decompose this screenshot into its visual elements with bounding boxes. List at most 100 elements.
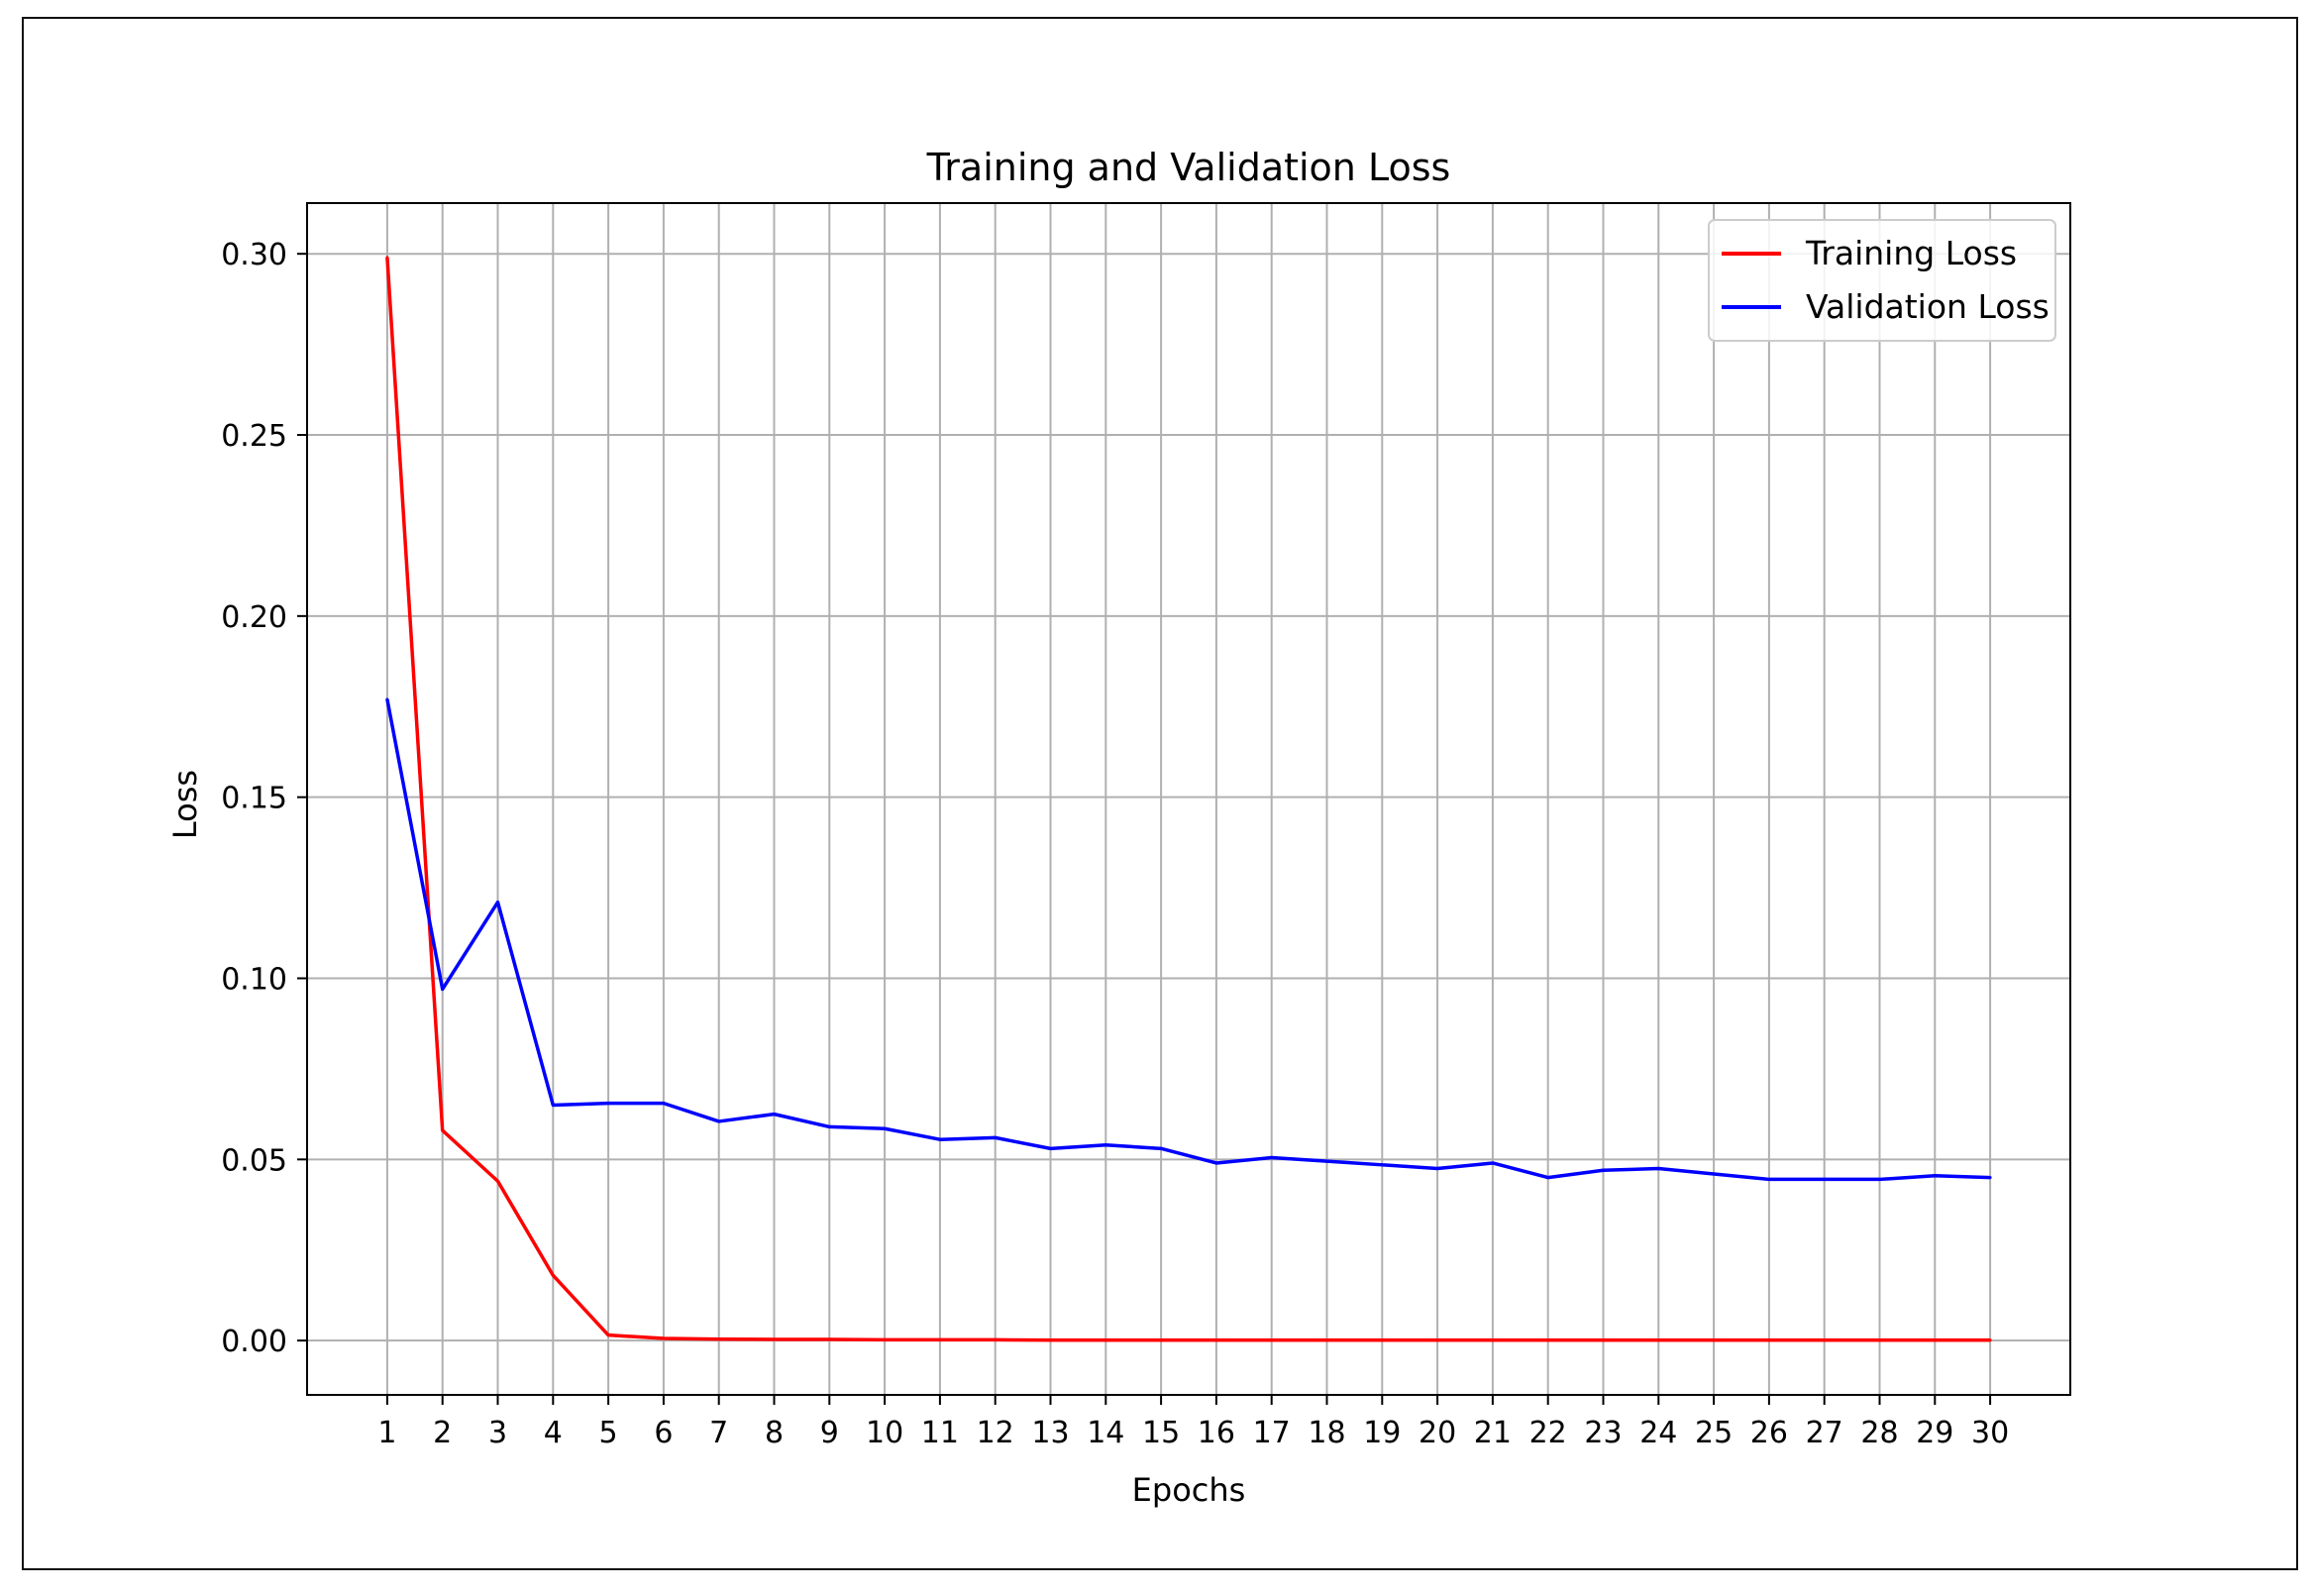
x-tick-label: 30 — [1971, 1416, 2009, 1450]
y-tick-label: 0.00 — [221, 1325, 287, 1359]
data-point-validation-loss — [441, 987, 445, 991]
x-tick-label: 20 — [1419, 1416, 1456, 1450]
data-point-training-loss — [1324, 1338, 1328, 1342]
data-point-training-loss — [1491, 1338, 1495, 1342]
data-point-training-loss — [1601, 1338, 1605, 1342]
series-line-validation-loss — [385, 698, 1991, 1182]
x-tick-label: 21 — [1474, 1416, 1512, 1450]
data-point-validation-loss — [496, 901, 500, 904]
x-tick-label: 24 — [1639, 1416, 1677, 1450]
data-point-validation-loss — [1380, 1163, 1384, 1167]
data-point-training-loss — [1656, 1338, 1660, 1342]
x-tick-label: 26 — [1750, 1416, 1788, 1450]
x-tick-label: 15 — [1142, 1416, 1180, 1450]
data-point-training-loss — [496, 1179, 500, 1183]
x-tick-label: 8 — [765, 1416, 784, 1450]
grid-lines — [307, 203, 2070, 1395]
data-point-training-loss — [1214, 1338, 1218, 1342]
data-point-training-loss — [1159, 1338, 1163, 1342]
x-tick-label: 3 — [488, 1416, 507, 1450]
data-point-training-loss — [1823, 1338, 1827, 1342]
x-tick-label: 1 — [377, 1416, 396, 1450]
data-point-validation-loss — [1877, 1177, 1881, 1181]
legend-label-validation-loss: Validation Loss — [1806, 287, 2050, 326]
x-tick-label: 2 — [433, 1416, 452, 1450]
data-point-training-loss — [606, 1333, 610, 1337]
x-tick-label: 22 — [1529, 1416, 1567, 1450]
data-point-validation-loss — [1767, 1177, 1771, 1181]
data-point-validation-loss — [1712, 1172, 1716, 1176]
data-point-validation-loss — [1933, 1174, 1937, 1178]
series-line-training-loss — [385, 257, 1991, 1342]
x-tick-label: 4 — [544, 1416, 563, 1450]
data-point-validation-loss — [1104, 1143, 1107, 1147]
data-point-validation-loss — [1823, 1177, 1827, 1181]
data-point-training-loss — [385, 256, 389, 260]
data-point-validation-loss — [1546, 1176, 1550, 1180]
y-tick-label: 0.10 — [221, 962, 287, 997]
x-tick-label: 9 — [820, 1416, 839, 1450]
data-point-training-loss — [717, 1337, 721, 1341]
x-axis-ticks: 1 2 3 4 5 6 7 8 9 10 11 12 13 14 15 16 17 18 19 20 21 22 23 24 2… — [377, 1395, 2009, 1450]
data-point-validation-loss — [1214, 1161, 1218, 1165]
x-tick-label: 6 — [654, 1416, 673, 1450]
x-tick-label: 17 — [1253, 1416, 1291, 1450]
data-point-training-loss — [1988, 1338, 1992, 1342]
x-tick-label: 23 — [1584, 1416, 1622, 1450]
data-point-validation-loss — [938, 1137, 942, 1141]
chart-title: Training and Validation Loss — [926, 146, 1451, 189]
data-point-validation-loss — [1435, 1166, 1439, 1170]
data-point-validation-loss — [1270, 1155, 1274, 1159]
x-tick-label: 25 — [1695, 1416, 1733, 1450]
data-point-training-loss — [662, 1336, 666, 1340]
y-tick-label: 0.15 — [221, 782, 287, 816]
data-point-validation-loss — [1601, 1168, 1605, 1172]
data-point-validation-loss — [385, 697, 389, 701]
series-lines — [385, 256, 1992, 1342]
data-point-validation-loss — [1159, 1146, 1163, 1150]
data-point-training-loss — [1049, 1338, 1053, 1342]
y-tick-label: 0.05 — [221, 1143, 287, 1178]
data-point-validation-loss — [662, 1102, 666, 1106]
data-point-training-loss — [1270, 1338, 1274, 1342]
data-point-validation-loss — [551, 1103, 555, 1107]
data-point-training-loss — [994, 1337, 998, 1341]
legend-label-training-loss: Training Loss — [1805, 234, 2017, 272]
legend-box — [1708, 219, 2056, 342]
legend: Training Loss Validation Loss — [1708, 219, 2056, 342]
y-tick-label: 0.30 — [221, 238, 287, 272]
x-tick-label: 14 — [1087, 1416, 1124, 1450]
x-tick-label: 12 — [977, 1416, 1014, 1450]
x-tick-label: 27 — [1806, 1416, 1843, 1450]
data-point-training-loss — [1712, 1338, 1716, 1342]
data-point-training-loss — [551, 1273, 555, 1277]
data-point-training-loss — [441, 1128, 445, 1132]
x-tick-label: 7 — [709, 1416, 728, 1450]
data-point-validation-loss — [717, 1119, 721, 1123]
data-point-validation-loss — [1656, 1166, 1660, 1170]
x-axis-title: Epochs — [1132, 1471, 1246, 1509]
x-tick-label: 5 — [599, 1416, 618, 1450]
x-tick-label: 13 — [1031, 1416, 1069, 1450]
data-point-training-loss — [1546, 1338, 1550, 1342]
data-point-validation-loss — [1491, 1161, 1495, 1165]
x-tick-label: 28 — [1860, 1416, 1898, 1450]
data-point-validation-loss — [883, 1126, 887, 1130]
x-tick-label: 29 — [1916, 1416, 1953, 1450]
data-point-training-loss — [1104, 1338, 1107, 1342]
data-point-training-loss — [938, 1337, 942, 1341]
data-point-validation-loss — [1049, 1146, 1053, 1150]
x-tick-label: 16 — [1198, 1416, 1235, 1450]
data-point-validation-loss — [1324, 1159, 1328, 1163]
y-axis-ticks: 0.00 0.05 0.10 0.15 0.20 0.25 0.30 — [221, 238, 307, 1359]
data-point-training-loss — [827, 1337, 831, 1341]
y-axis-title: Loss — [166, 770, 204, 839]
x-tick-label: 11 — [921, 1416, 959, 1450]
data-point-training-loss — [1435, 1338, 1439, 1342]
x-tick-label: 10 — [866, 1416, 903, 1450]
data-point-validation-loss — [773, 1113, 777, 1117]
data-point-validation-loss — [606, 1102, 610, 1106]
data-point-training-loss — [773, 1337, 777, 1341]
data-point-training-loss — [1380, 1338, 1384, 1342]
